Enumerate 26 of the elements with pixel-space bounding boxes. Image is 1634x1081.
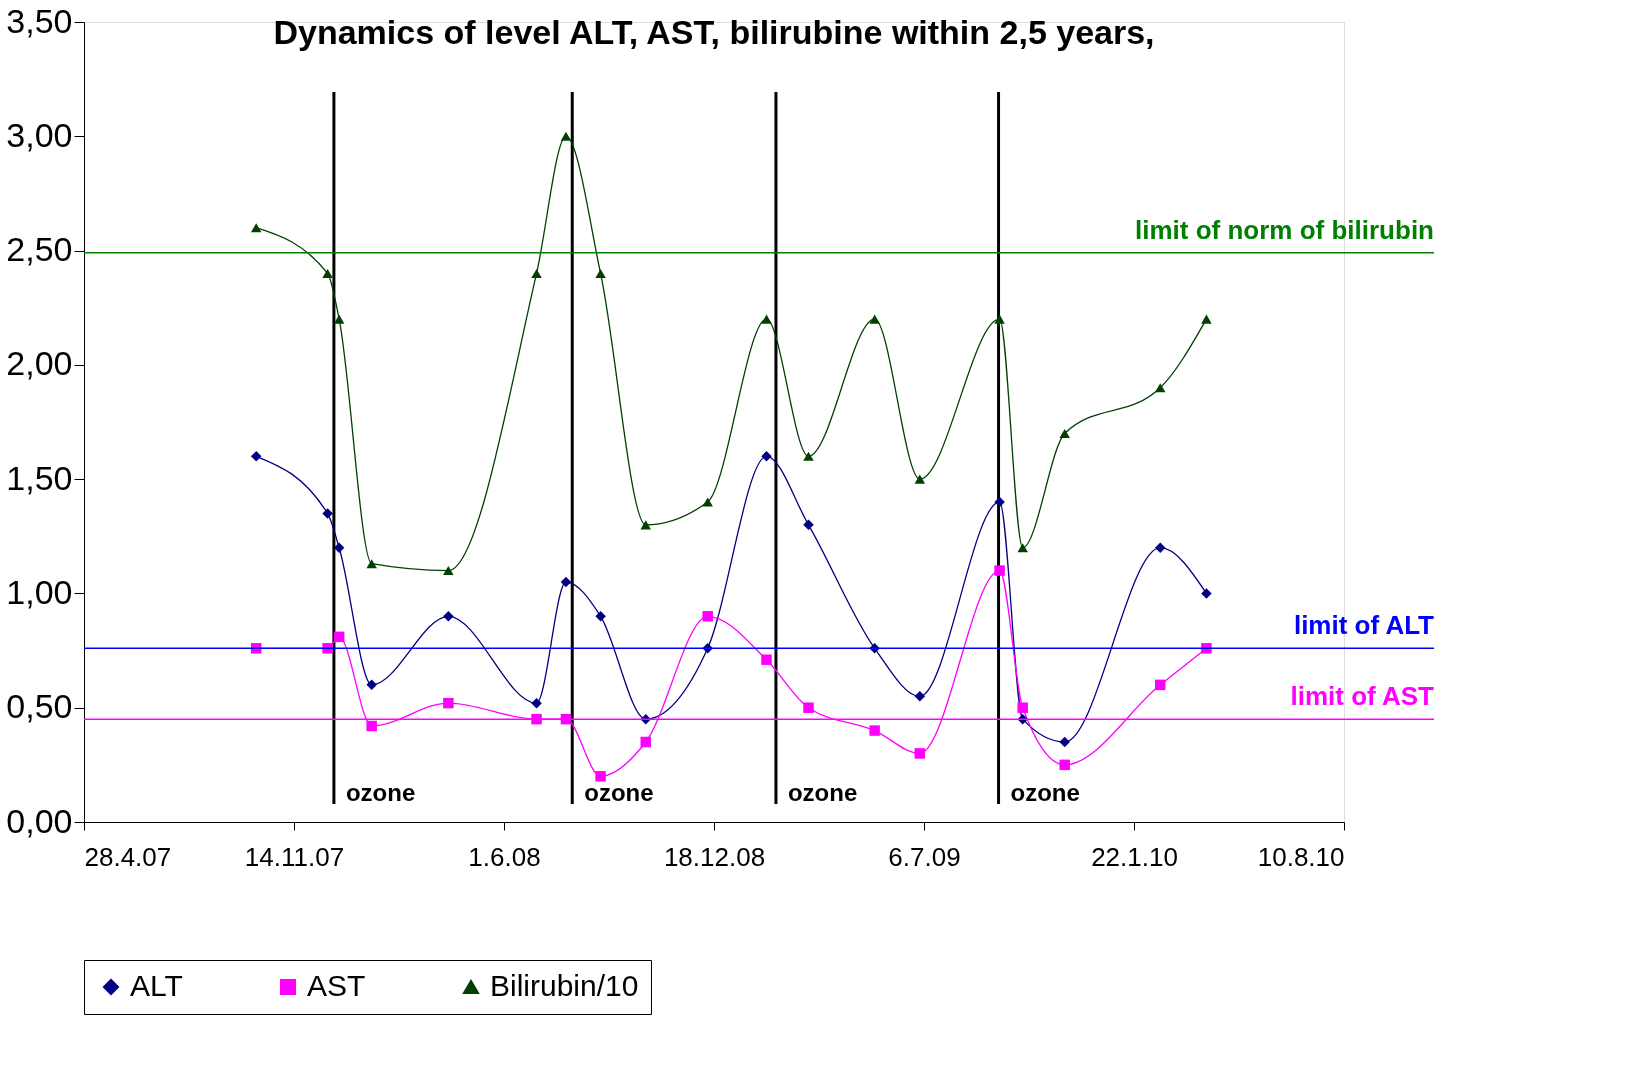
- x-tick-label: 22.1.10: [1091, 841, 1178, 872]
- legend-label: Bilirubin/10: [490, 969, 639, 1002]
- y-tick-label: 1,00: [6, 572, 73, 611]
- y-tick-label: 1,50: [6, 458, 73, 497]
- y-tick-label: 0,00: [6, 801, 73, 840]
- legend-label: ALT: [130, 969, 183, 1002]
- ref-line-label: ozone: [584, 779, 654, 806]
- y-tick-label: 3,00: [6, 115, 73, 154]
- legend-label: AST: [307, 969, 366, 1002]
- ref-line-label: limit of ALT: [1293, 610, 1435, 641]
- x-tick-label: 10.8.10: [1257, 841, 1345, 872]
- x-tick-label: 28.4.07: [84, 841, 172, 872]
- x-tick-label: 14.11.07: [244, 841, 345, 872]
- chart-title: Dynamics of level ALT, AST, bilirubine within 2,5 years,: [273, 13, 1155, 51]
- ref-line-label: limit of norm of bilirubin: [1135, 214, 1434, 245]
- ref-line-label: limit of AST: [1290, 681, 1435, 712]
- y-tick-label: 2,50: [6, 230, 73, 269]
- x-tick-label: 1.6.08: [468, 841, 541, 872]
- ref-line-label: ozone: [787, 779, 858, 806]
- y-tick-label: 0,50: [6, 687, 73, 726]
- ref-line-label: ozone: [345, 779, 416, 806]
- y-tick-label: 3,50: [6, 1, 73, 40]
- ref-line-label: ozone: [1010, 779, 1080, 806]
- x-tick-label: 6.7.09: [888, 841, 961, 872]
- y-tick-label: 2,00: [6, 344, 73, 383]
- x-tick-label: 18.12.08: [663, 841, 766, 872]
